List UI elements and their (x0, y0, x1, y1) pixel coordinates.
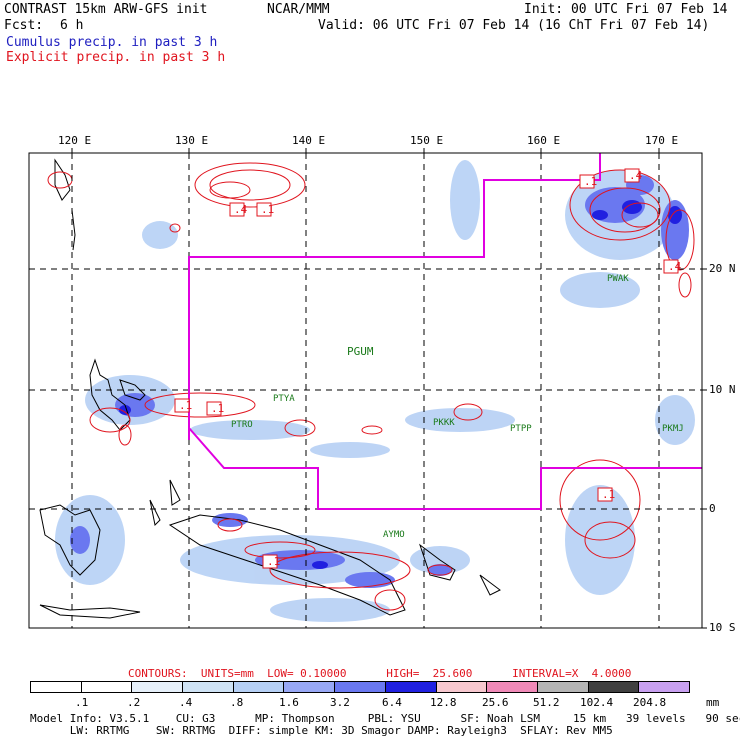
legend-swatch (384, 681, 437, 693)
legend-label: 12.8 (430, 696, 457, 709)
station-label: PTRO (231, 420, 253, 430)
contours-info: CONTOURS: UNITS=mm LOW= 0.10000 HIGH= 25… (128, 667, 632, 680)
explicit-precip-contours (47, 162, 695, 611)
legend-swatch (131, 681, 184, 693)
legend-swatch (638, 681, 690, 693)
legend-label: 204.8 (633, 696, 667, 709)
explicit-legend: Explicit precip. in past 3 h (6, 50, 226, 65)
lat-label: 10 S (709, 621, 736, 634)
forecast-label: Fcst: (4, 18, 44, 33)
init-time: Init: 00 UTC Fri 07 Feb 14 (524, 2, 728, 17)
contour-label: .1 (261, 203, 275, 216)
contour-label: .1 (179, 399, 193, 412)
forecast-value: 6 h (60, 18, 84, 33)
legend-label: .1 (75, 696, 89, 709)
contour-label: .4 (234, 203, 248, 216)
contour-label: .1 (584, 175, 598, 188)
legend-label: 102.4 (580, 696, 614, 709)
legend-label: .8 (230, 696, 244, 709)
lon-label: 170 E (645, 134, 679, 147)
legend-label: 6.4 (382, 696, 402, 709)
legend-label: .2 (127, 696, 141, 709)
lon-label: 160 E (527, 134, 561, 147)
valid-time: Valid: 06 UTC Fri 07 Feb 14 (16 ChT Fri … (318, 18, 710, 33)
precip-colorbar (30, 681, 690, 693)
station-label: PGUM (347, 345, 374, 358)
legend-swatch (80, 681, 133, 693)
legend-label: .4 (179, 696, 193, 709)
legend-swatch (486, 681, 538, 693)
station-label: PWAK (607, 274, 629, 284)
legend-swatch (30, 681, 82, 693)
lon-label: 120 E (58, 134, 92, 147)
station-label: AYMO (383, 530, 405, 540)
legend-swatch (283, 681, 336, 693)
region-boundary-south (188, 427, 702, 510)
lat-label: 20 N (709, 262, 736, 275)
contour-label: .1 (211, 402, 225, 415)
model-info-line1: Model Info: V3.5.1 CU: G3 MP: Thompson P… (30, 712, 740, 725)
contour-label: .1 (267, 555, 281, 568)
contour-label: .4 (668, 260, 682, 273)
legend-swatch (536, 681, 589, 693)
legend-swatch (182, 681, 234, 693)
lon-label: 130 E (175, 134, 209, 147)
contour-label: .4 (629, 169, 643, 182)
legend-unit: mm (706, 696, 720, 709)
legend-label: 25.6 (482, 696, 509, 709)
legend-swatch (232, 681, 285, 693)
axis-ticks (71, 148, 707, 629)
legend-label: 1.6 (279, 696, 299, 709)
legend-label: 51.2 (533, 696, 560, 709)
lat-lon-grid (29, 153, 702, 628)
legend-label: 3.2 (330, 696, 350, 709)
cumulus-precip-shading (55, 160, 695, 622)
station-label: PTYA (273, 394, 295, 404)
contour-label: .1 (602, 488, 616, 501)
lat-label: 10 N (709, 383, 736, 396)
region-boundary (188, 153, 601, 440)
org-label: NCAR/MMM (267, 2, 330, 17)
model-info-line2: LW: RRTMG SW: RRTMG DIFF: simple KM: 3D … (30, 724, 613, 737)
station-label: PKMJ (662, 424, 684, 434)
model-title: CONTRAST 15km ARW-GFS init (4, 2, 208, 17)
lon-label: 140 E (292, 134, 326, 147)
lon-label: 150 E (410, 134, 444, 147)
station-label: PKKK (433, 418, 455, 428)
legend-swatch (334, 681, 386, 693)
contour-value-boxes (174, 168, 679, 569)
cumulus-legend: Cumulus precip. in past 3 h (6, 35, 218, 50)
station-label: PTPP (510, 424, 532, 434)
legend-swatch (587, 681, 640, 693)
lat-label: 0 (709, 502, 716, 515)
coastlines (39, 158, 501, 619)
legend-swatch (435, 681, 488, 693)
